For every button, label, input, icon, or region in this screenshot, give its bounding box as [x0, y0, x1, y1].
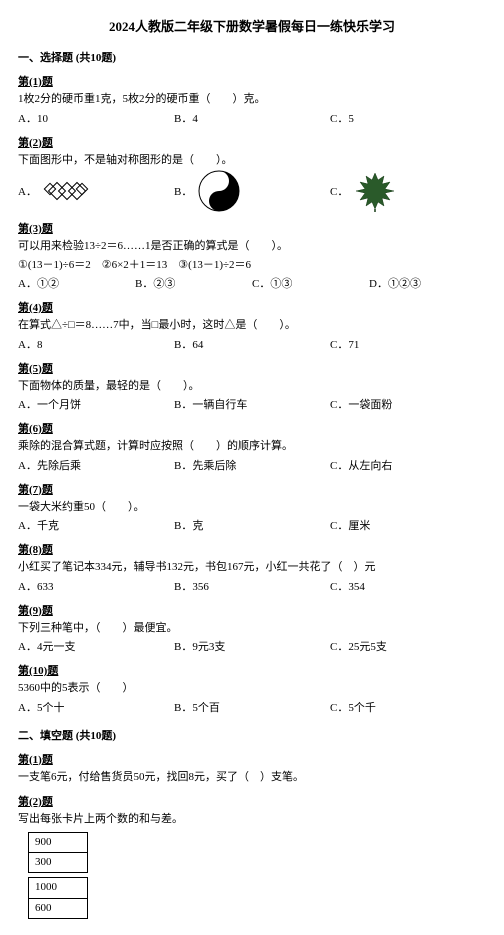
q2-opts: A． B． C．: [18, 170, 486, 212]
q10-opt-c: C．5个千: [330, 699, 486, 715]
q2-b-label: B．: [174, 183, 192, 199]
section-2-head: 二、填空题 (共10题): [18, 727, 486, 743]
card-2: 1000 600: [28, 877, 88, 919]
q2-a-label: A．: [18, 183, 37, 199]
f1-text: 一支笔6元，付给售货员50元，找回8元，买了（ ）支笔。: [18, 769, 486, 786]
q9-opt-b: B．9元3支: [174, 638, 330, 654]
q3-head: 第(3)题: [18, 220, 486, 236]
q6-opt-a: A．先除后乘: [18, 457, 174, 473]
card-2-bottom: 600: [29, 899, 87, 918]
page-title: 2024人教版二年级下册数学暑假每日一练快乐学习: [18, 16, 486, 35]
q6-opt-c: C．从左向右: [330, 457, 486, 473]
q2-c-label: C．: [330, 183, 348, 199]
q1-opt-b: B．4: [174, 110, 330, 126]
q7-opt-b: B．克: [174, 517, 330, 533]
q8-opt-c: C．354: [330, 578, 486, 594]
q2-opt-b: B．: [174, 170, 330, 212]
q9-opt-a: A．4元一支: [18, 638, 174, 654]
q3-opts: A．①② B．②③ C．①③ D．①②③: [18, 275, 486, 291]
q7-opt-c: C．厘米: [330, 517, 486, 533]
q4-opts: A．8 B．64 C．71: [18, 336, 486, 352]
q5-opts: A．一个月饼 B．一辆自行车 C．一袋面粉: [18, 396, 486, 412]
q1-opts: A．10 B．4 C．5: [18, 110, 486, 126]
q2-opt-c: C．: [330, 170, 486, 212]
q10-text: 5360中的5表示（ ）: [18, 680, 486, 697]
q5-opt-a: A．一个月饼: [18, 396, 174, 412]
q7-head: 第(7)题: [18, 481, 486, 497]
q6-head: 第(6)题: [18, 420, 486, 436]
q3-text1: 可以用来检验13÷2＝6……1是否正确的算式是（ ）。: [18, 238, 486, 255]
q2-text: 下面图形中，不是轴对称图形的是（ ）。: [18, 152, 486, 169]
card-2-top: 1000: [29, 878, 87, 898]
q10-opt-b: B．5个百: [174, 699, 330, 715]
q9-text: 下列三种笔中，（ ）最便宜。: [18, 620, 486, 637]
maple-leaf-icon: [354, 170, 396, 212]
q7-opts: A．千克 B．克 C．厘米: [18, 517, 486, 533]
q9-opts: A．4元一支 B．9元3支 C．25元5支: [18, 638, 486, 654]
q3-text2: ①(13－1)÷6＝2 ②6×2＋1＝13 ③(13－1)÷2＝6: [18, 257, 486, 274]
q3-opt-a: A．①②: [18, 275, 135, 291]
card-1-bottom: 300: [29, 853, 87, 872]
q2-head: 第(2)题: [18, 134, 486, 150]
q9-opt-c: C．25元5支: [330, 638, 486, 654]
knot-icon: [43, 177, 89, 205]
q10-head: 第(10)题: [18, 662, 486, 678]
card-1-top: 900: [29, 833, 87, 853]
q5-opt-c: C．一袋面粉: [330, 396, 486, 412]
q1-opt-c: C．5: [330, 110, 486, 126]
section-1-head: 一、选择题 (共10题): [18, 49, 486, 65]
q6-opt-b: B．先乘后除: [174, 457, 330, 473]
q5-text: 下面物体的质量，最轻的是（ ）。: [18, 378, 486, 395]
q4-opt-b: B．64: [174, 336, 330, 352]
q10-opt-a: A．5个十: [18, 699, 174, 715]
q6-opts: A．先除后乘 B．先乘后除 C．从左向右: [18, 457, 486, 473]
yinyang-icon: [198, 170, 240, 212]
q1-text: 1枚2分的硬币重1克，5枚2分的硬币重（ ）克。: [18, 91, 486, 108]
q3-opt-c: C．①③: [252, 275, 369, 291]
q8-opts: A．633 B．356 C．354: [18, 578, 486, 594]
f1-head: 第(1)题: [18, 751, 486, 767]
f2-head: 第(2)题: [18, 793, 486, 809]
q7-opt-a: A．千克: [18, 517, 174, 533]
q9-head: 第(9)题: [18, 602, 486, 618]
q4-head: 第(4)题: [18, 299, 486, 315]
q4-text: 在算式△÷□＝8……7中，当□最小时，这时△是（ ）。: [18, 317, 486, 334]
f2-text: 写出每张卡片上两个数的和与差。: [18, 811, 486, 828]
q8-text: 小红买了笔记本334元，辅导书132元，书包167元，小红一共花了（ ）元: [18, 559, 486, 576]
card-1: 900 300: [28, 832, 88, 874]
q8-opt-b: B．356: [174, 578, 330, 594]
q1-head: 第(1)题: [18, 73, 486, 89]
q5-opt-b: B．一辆自行车: [174, 396, 330, 412]
q8-opt-a: A．633: [18, 578, 174, 594]
q4-opt-a: A．8: [18, 336, 174, 352]
q3-opt-d: D．①②③: [369, 275, 486, 291]
q7-text: 一袋大米约重50（ ）。: [18, 499, 486, 516]
q5-head: 第(5)题: [18, 360, 486, 376]
q1-opt-a: A．10: [18, 110, 174, 126]
q3-opt-b: B．②③: [135, 275, 252, 291]
q8-head: 第(8)题: [18, 541, 486, 557]
q6-text: 乘除的混合算式题，计算时应按照（ ）的顺序计算。: [18, 438, 486, 455]
q10-opts: A．5个十 B．5个百 C．5个千: [18, 699, 486, 715]
q4-opt-c: C．71: [330, 336, 486, 352]
q2-opt-a: A．: [18, 177, 174, 205]
